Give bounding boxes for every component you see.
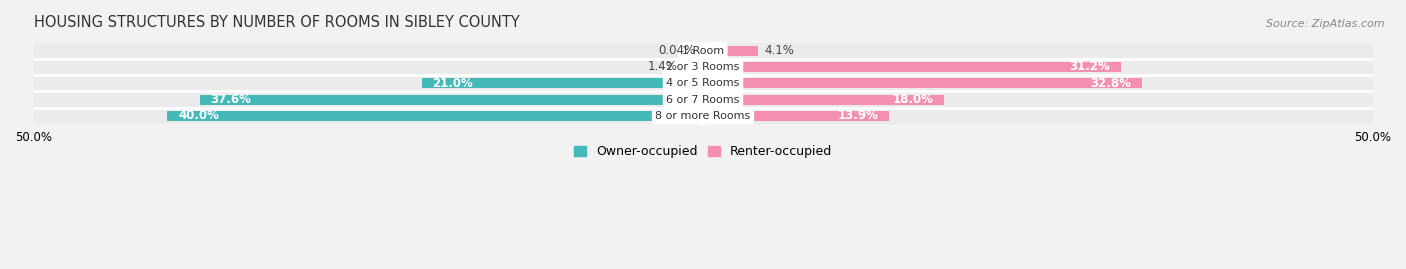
- Bar: [34, 59, 1372, 75]
- Text: 31.2%: 31.2%: [1070, 61, 1111, 73]
- Bar: [200, 94, 703, 105]
- Bar: [34, 75, 1372, 91]
- Text: Source: ZipAtlas.com: Source: ZipAtlas.com: [1267, 19, 1385, 29]
- Legend: Owner-occupied, Renter-occupied: Owner-occupied, Renter-occupied: [568, 140, 838, 164]
- Text: 4 or 5 Rooms: 4 or 5 Rooms: [666, 78, 740, 88]
- Bar: [34, 91, 1372, 108]
- Bar: [703, 111, 889, 121]
- Bar: [167, 111, 703, 121]
- Text: 40.0%: 40.0%: [179, 109, 219, 122]
- Bar: [34, 108, 1372, 124]
- Text: 32.8%: 32.8%: [1091, 77, 1132, 90]
- Text: 1.4%: 1.4%: [648, 61, 678, 73]
- Text: 18.0%: 18.0%: [893, 93, 934, 106]
- Text: 1 Room: 1 Room: [682, 46, 724, 56]
- Bar: [34, 43, 1372, 59]
- Bar: [422, 78, 703, 88]
- Bar: [703, 78, 1142, 88]
- Text: HOUSING STRUCTURES BY NUMBER OF ROOMS IN SIBLEY COUNTY: HOUSING STRUCTURES BY NUMBER OF ROOMS IN…: [34, 15, 519, 30]
- Text: 21.0%: 21.0%: [433, 77, 474, 90]
- Text: 13.9%: 13.9%: [838, 109, 879, 122]
- Bar: [703, 46, 758, 56]
- Text: 0.04%: 0.04%: [658, 44, 696, 57]
- Text: 8 or more Rooms: 8 or more Rooms: [655, 111, 751, 121]
- Text: 37.6%: 37.6%: [211, 93, 252, 106]
- Bar: [703, 62, 1121, 72]
- Text: 4.1%: 4.1%: [765, 44, 794, 57]
- Text: 6 or 7 Rooms: 6 or 7 Rooms: [666, 95, 740, 105]
- Text: 2 or 3 Rooms: 2 or 3 Rooms: [666, 62, 740, 72]
- Bar: [685, 62, 703, 72]
- Bar: [703, 94, 943, 105]
